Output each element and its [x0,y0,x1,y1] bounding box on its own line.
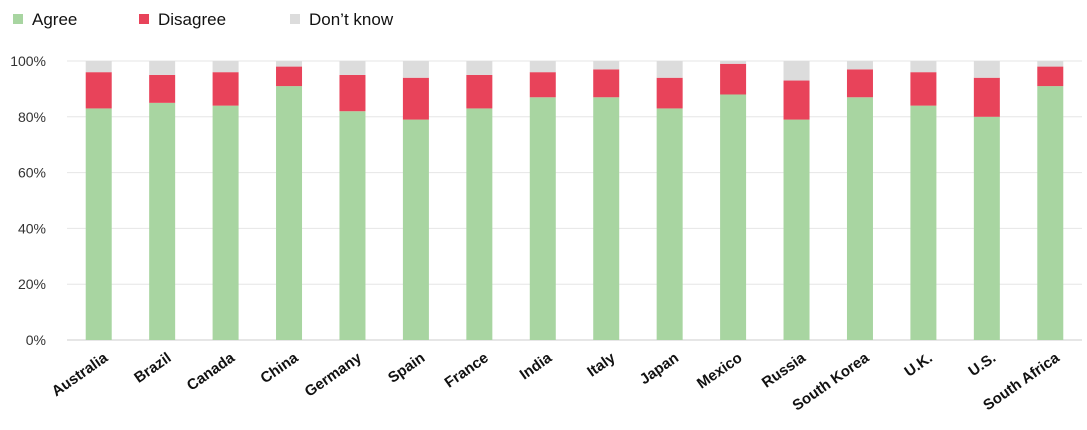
bar-segment-disagree [339,74,366,112]
bar-segment-don-t-know [402,61,429,78]
bar-segment-don-t-know [339,61,366,75]
bar-segment-disagree [846,69,873,98]
y-axis: 0% 20% 40% 60% 80% 100% [10,53,46,348]
bar-segment-disagree [783,80,810,120]
bar-segment-don-t-know [466,61,493,75]
legend-label-don-t-know: Don’t know [309,10,394,29]
x-tick-label: China [257,349,301,387]
bar-segment-agree [212,105,239,340]
x-axis: Australia Brazil Canada China Germany Spain Fr… [49,349,1063,414]
bar-segment-agree [85,108,112,341]
x-tick-label: Russia [759,349,810,392]
bar-segment-agree [149,102,176,340]
bar-segment-disagree [466,74,493,109]
y-tick-label: 60% [18,165,46,181]
bar-segment-agree [529,97,556,341]
bar-segment-don-t-know [783,61,810,81]
bar-segment-agree [656,108,683,341]
bar-segment-don-t-know [529,61,556,73]
bar-segment-agree [402,119,429,340]
bar-segment-don-t-know [212,61,239,73]
bar-segment-don-t-know [593,61,620,70]
x-tick-label: Australia [49,349,112,400]
legend-swatch-don-t-know [290,14,300,24]
y-tick-label: 80% [18,109,46,125]
bar-segment-disagree [1037,66,1064,87]
bar-segment-disagree [212,72,239,106]
bar-segment-disagree [276,66,303,87]
bar-segment-agree [466,108,493,341]
legend-label-agree: Agree [32,10,77,29]
bar-segment-disagree [85,72,112,109]
x-tick-label: Spain [385,349,428,386]
bar-segment-don-t-know [656,61,683,78]
legend-label-disagree: Disagree [158,10,226,29]
x-tick-label: Italy [584,349,619,381]
bar-segment-agree [910,105,937,340]
y-tick-label: 0% [26,332,46,348]
x-tick-label: Japan [637,349,682,388]
bar-segment-don-t-know [846,61,873,70]
x-tick-label: India [517,349,556,383]
bar-segment-agree [593,97,620,341]
y-tick-label: 40% [18,220,46,236]
bar-segment-disagree [720,63,747,95]
bar-segment-disagree [973,77,1000,117]
bar-segment-disagree [149,74,176,103]
x-tick-label: Brazil [131,349,174,386]
bars [85,61,1064,341]
bar-segment-agree [846,97,873,341]
bar-segment-agree [339,111,366,340]
legend-swatch-agree [13,14,23,24]
bar-segment-don-t-know [720,61,747,64]
y-tick-label: 100% [10,53,46,69]
bar-segment-agree [720,94,747,340]
x-tick-label: U.K. [901,349,935,380]
bar-segment-disagree [529,72,556,98]
bar-segment-don-t-know [1037,61,1064,67]
bar-segment-disagree [910,72,937,106]
bar-segment-don-t-know [149,61,176,75]
legend-swatch-disagree [139,14,149,24]
bar-segment-disagree [656,77,683,109]
x-tick-label: Germany [302,349,366,401]
x-tick-label: France [442,349,492,391]
bar-segment-don-t-know [910,61,937,73]
bar-segment-agree [276,86,303,340]
legend: Agree Disagree Don’t know [13,10,394,29]
bar-segment-don-t-know [276,61,303,67]
bar-segment-agree [973,116,1000,340]
bar-segment-disagree [593,69,620,98]
x-tick-label: Canada [184,349,239,394]
bar-segment-agree [783,119,810,340]
x-tick-label: Mexico [694,349,745,392]
bar-segment-don-t-know [85,61,112,73]
bar-segment-don-t-know [973,61,1000,78]
bar-segment-agree [1037,86,1064,340]
bar-segment-disagree [402,77,429,120]
y-tick-label: 20% [18,276,46,292]
x-tick-label: U.S. [965,349,999,380]
